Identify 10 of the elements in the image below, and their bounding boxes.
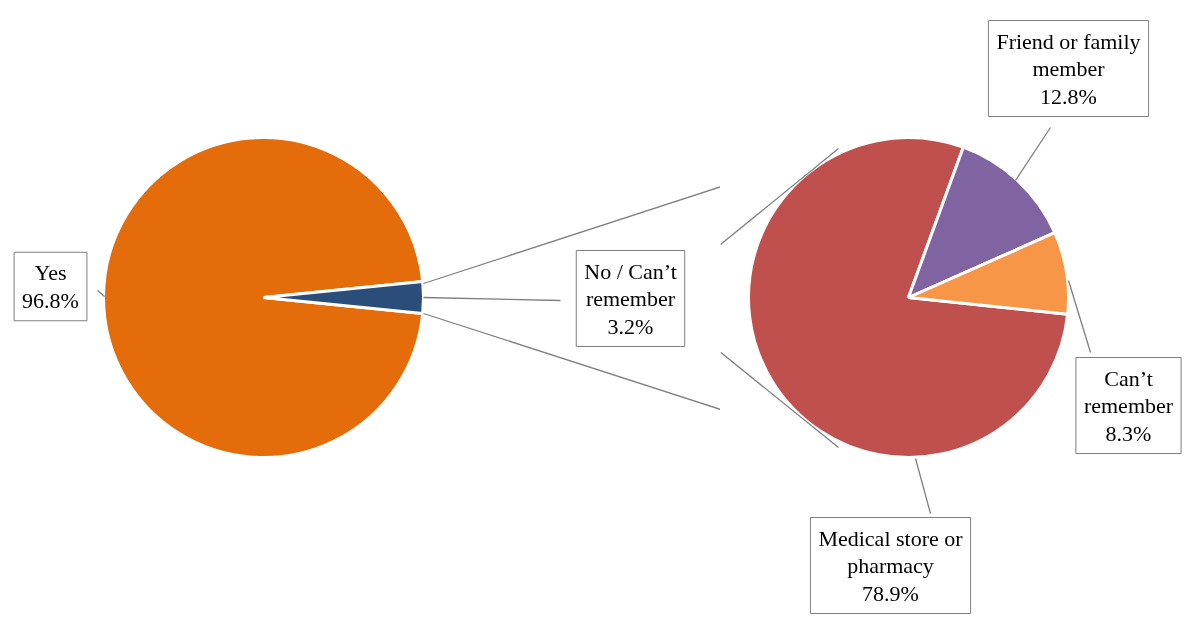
slice-label: Medical store or pharmacy — [818, 525, 964, 578]
slice-label: Can’t remember — [1083, 365, 1174, 418]
slice-label: Friend or family member — [996, 28, 1141, 81]
data-label: 96.8% — [22, 287, 79, 313]
data-label: 78.9% — [862, 580, 919, 606]
data-label: 8.3% — [1105, 420, 1152, 446]
data-label: 12.8% — [1040, 83, 1097, 109]
slice-label: Yes — [34, 260, 67, 286]
slice-label: No / Can’t remember — [584, 258, 677, 311]
data-label: 3.2% — [607, 313, 654, 339]
